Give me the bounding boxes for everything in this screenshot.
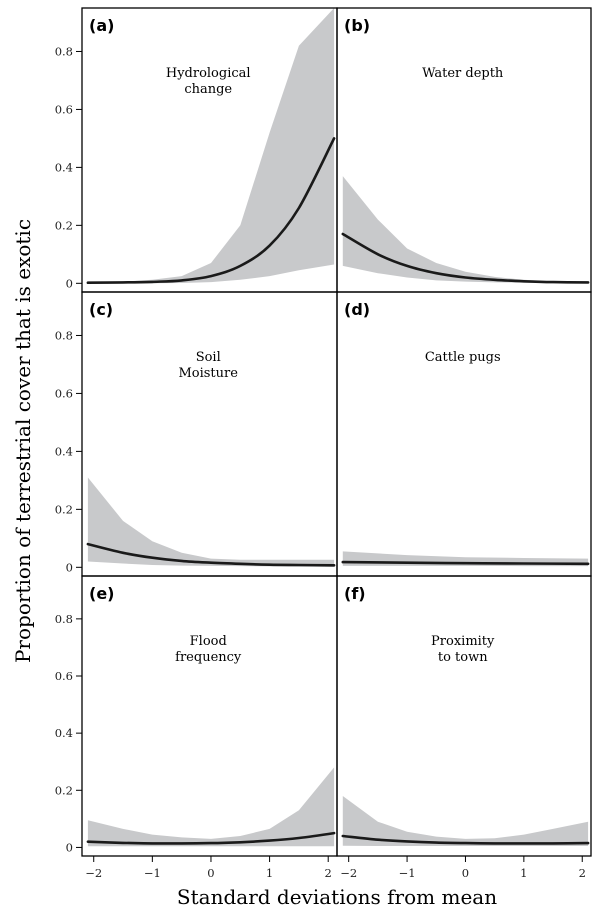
panel-letter: (a) [89, 16, 114, 35]
panel-d: (d) Cattle pugs [336, 291, 592, 577]
mean-curve [341, 560, 590, 566]
y-tick-label: 0.6 [55, 386, 73, 400]
mean-curve [86, 137, 336, 284]
y-tick-label: 0.4 [55, 160, 73, 174]
mean-curve [86, 831, 336, 845]
y-tick-label: 0 [66, 840, 73, 854]
mean-curve [341, 232, 590, 284]
x-tick-label: −1 [399, 866, 416, 880]
panel-letter: (b) [344, 16, 370, 35]
y-tick-label: 0.2 [55, 783, 73, 797]
mean-curve [86, 542, 336, 567]
panel-letter: (c) [89, 300, 113, 319]
confidence-band [342, 176, 589, 283]
y-tick-label: 0.8 [55, 612, 73, 626]
panel-letter: (d) [344, 300, 370, 319]
panel-frame [336, 575, 592, 857]
plot-area [341, 176, 590, 284]
x-tick-label: −1 [144, 866, 161, 880]
x-axis-label: Standard deviations from mean [177, 885, 497, 909]
panel-title: Proximity [431, 634, 495, 649]
x-tick-label: 2 [579, 866, 586, 880]
axis-labels: Proportion of terrestrial cover that is … [11, 219, 497, 909]
x-tick-label: 0 [207, 866, 214, 880]
x-tick-label: 1 [266, 866, 273, 880]
panel-title: Flood [190, 634, 227, 649]
panel-title: Soil [196, 350, 221, 365]
plot-area [86, 8, 336, 284]
panel-title: Hydrological [166, 66, 251, 81]
panel-letter: (e) [89, 584, 114, 603]
mean-curve [341, 834, 590, 845]
panel-title: Water depth [422, 66, 504, 81]
plot-area [86, 767, 336, 847]
plot-area [341, 796, 590, 846]
y-axis-label: Proportion of terrestrial cover that is … [11, 219, 35, 663]
y-tick-label: 0.2 [55, 502, 73, 516]
panel-frame [336, 291, 592, 577]
panel-title: frequency [175, 650, 242, 665]
x-tick-label: −2 [340, 866, 357, 880]
confidence-band [342, 796, 589, 846]
panel-title: Cattle pugs [425, 350, 501, 365]
y-tick-label: 0.4 [55, 444, 73, 458]
panel-title: change [184, 82, 232, 97]
y-tick-label: 0.4 [55, 726, 73, 740]
confidence-band [87, 767, 335, 847]
x-tick-label: 2 [325, 866, 332, 880]
plot-area [86, 477, 336, 567]
y-tick-label: 0.6 [55, 669, 73, 683]
y-tick-label: 0.8 [55, 44, 73, 58]
y-tick-label: 0.6 [55, 102, 73, 116]
y-tick-label: 0 [66, 560, 73, 574]
confidence-band [87, 477, 335, 567]
panel-title: to town [438, 650, 488, 665]
panel-b: (b) Water depth [336, 7, 592, 293]
panel-title: Moisture [178, 366, 238, 381]
y-tick-label: 0.2 [55, 218, 73, 232]
confidence-band [87, 8, 335, 284]
x-tick-label: −2 [85, 866, 102, 880]
x-tick-label: 1 [520, 866, 527, 880]
plot-area [341, 551, 590, 567]
y-tick-label: 0 [66, 276, 73, 290]
x-tick-label: 0 [462, 866, 469, 880]
panel-letter: (f) [344, 584, 366, 603]
y-tick-label: 0.8 [55, 328, 73, 342]
